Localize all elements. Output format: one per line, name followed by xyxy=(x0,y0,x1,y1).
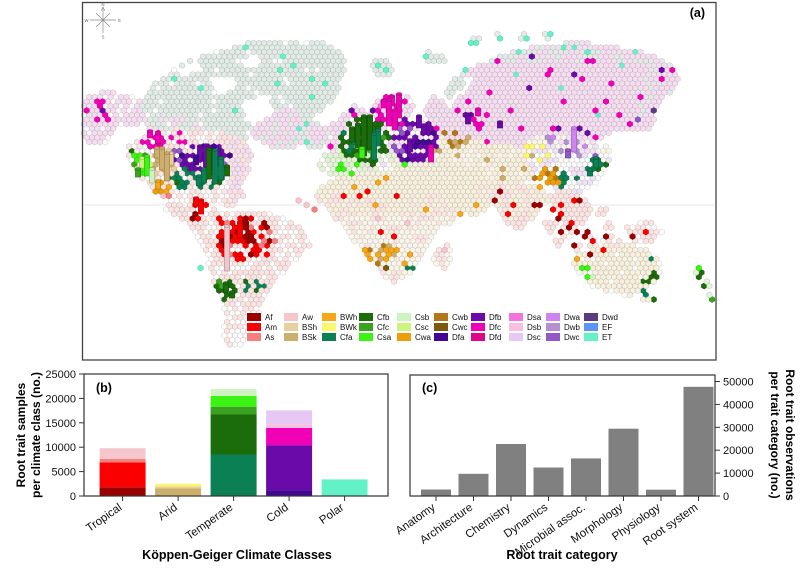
svg-text:Dfa: Dfa xyxy=(452,333,465,342)
svg-text:Csb: Csb xyxy=(415,313,430,322)
svg-text:W: W xyxy=(85,18,89,23)
svg-text:BSh: BSh xyxy=(302,323,317,332)
svg-text:30000: 30000 xyxy=(723,422,754,434)
svg-text:Dwa: Dwa xyxy=(564,313,581,322)
svg-text:per trait category (no.): per trait category (no.) xyxy=(768,371,782,498)
svg-text:Dsc: Dsc xyxy=(527,333,541,342)
svg-text:(a): (a) xyxy=(690,6,705,20)
svg-text:0: 0 xyxy=(723,491,729,503)
svg-text:40000: 40000 xyxy=(723,399,754,411)
svg-text:Am: Am xyxy=(265,323,277,332)
svg-text:E: E xyxy=(118,18,121,23)
svg-text:As: As xyxy=(265,333,274,342)
svg-text:Dfc: Dfc xyxy=(489,323,501,332)
svg-text:Dfd: Dfd xyxy=(489,333,501,342)
svg-text:Cwb: Cwb xyxy=(452,313,469,322)
svg-text:10000: 10000 xyxy=(45,442,76,454)
svg-text:(b): (b) xyxy=(96,381,112,395)
svg-text:Cfa: Cfa xyxy=(340,333,353,342)
svg-text:Dwb: Dwb xyxy=(564,323,581,332)
svg-text:Dsa: Dsa xyxy=(527,313,542,322)
svg-text:(c): (c) xyxy=(422,381,437,395)
svg-text:20000: 20000 xyxy=(723,445,754,457)
svg-text:50000: 50000 xyxy=(723,377,754,389)
svg-text:Dsb: Dsb xyxy=(527,323,542,332)
svg-text:Root trait observations: Root trait observations xyxy=(783,369,797,501)
svg-text:per climate class (no.): per climate class (no.) xyxy=(29,372,43,498)
svg-text:15000: 15000 xyxy=(45,418,76,430)
svg-text:Dfb: Dfb xyxy=(489,313,502,322)
svg-text:0: 0 xyxy=(70,491,76,503)
svg-text:Dwc: Dwc xyxy=(564,333,580,342)
svg-text:20000: 20000 xyxy=(45,393,76,405)
svg-text:Root trait category: Root trait category xyxy=(506,548,617,562)
svg-text:Dwd: Dwd xyxy=(602,313,618,322)
svg-text:5000: 5000 xyxy=(52,467,76,479)
svg-text:Cwa: Cwa xyxy=(415,333,432,342)
svg-text:Csa: Csa xyxy=(377,333,392,342)
svg-text:Cwc: Cwc xyxy=(452,323,468,332)
svg-text:BWk: BWk xyxy=(340,323,358,332)
svg-text:Cfc: Cfc xyxy=(377,323,389,332)
svg-text:Root trait samples: Root trait samples xyxy=(14,382,28,487)
svg-text:N: N xyxy=(101,2,104,7)
svg-text:BWh: BWh xyxy=(340,313,357,322)
svg-text:Cfb: Cfb xyxy=(377,313,390,322)
svg-text:10000: 10000 xyxy=(723,468,754,480)
svg-text:EF: EF xyxy=(602,323,612,332)
svg-text:25000: 25000 xyxy=(45,369,76,381)
svg-text:Aw: Aw xyxy=(302,313,313,322)
svg-text:ET: ET xyxy=(602,333,612,342)
svg-text:S: S xyxy=(102,35,105,40)
svg-text:Köppen-Geiger Climate Classes: Köppen-Geiger Climate Classes xyxy=(142,548,332,562)
svg-text:Af: Af xyxy=(265,313,273,322)
svg-text:BSk: BSk xyxy=(302,333,318,342)
svg-text:Csc: Csc xyxy=(415,323,429,332)
